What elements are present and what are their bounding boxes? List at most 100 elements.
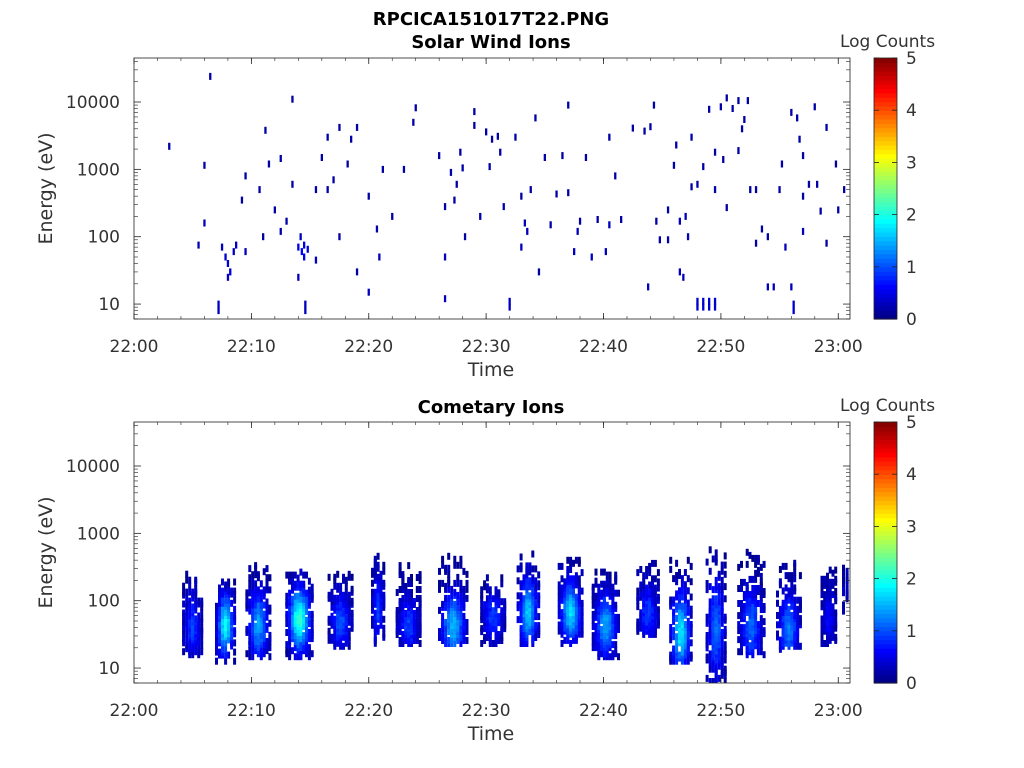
data-cell xyxy=(288,595,292,603)
data-cell xyxy=(185,588,189,596)
data-cell xyxy=(639,609,643,617)
data-cell xyxy=(333,594,337,602)
data-cell xyxy=(834,575,838,583)
data-cell xyxy=(705,632,709,639)
data-cell xyxy=(415,586,419,593)
data-cell xyxy=(371,615,374,623)
colorbar-step xyxy=(874,600,897,606)
data-cell xyxy=(580,627,584,635)
data-cell xyxy=(462,612,466,620)
data-cell xyxy=(233,657,237,665)
data-cell xyxy=(333,573,337,581)
data-cell xyxy=(502,203,505,211)
data-cell xyxy=(645,572,649,580)
data-cell xyxy=(485,607,489,615)
colorbar-step xyxy=(874,556,897,562)
data-cell xyxy=(519,613,523,621)
data-cell xyxy=(569,566,573,573)
data-cell xyxy=(614,601,618,609)
data-cell xyxy=(834,588,838,595)
data-cell xyxy=(672,627,676,635)
data-cell xyxy=(488,592,492,600)
data-cell xyxy=(823,581,827,589)
data-cell xyxy=(754,585,758,592)
data-cell xyxy=(188,618,192,626)
data-cell xyxy=(522,574,526,582)
data-cell xyxy=(639,590,643,598)
data-cell xyxy=(473,121,476,129)
colorbar-step xyxy=(874,232,897,237)
data-cell xyxy=(404,616,408,623)
data-cell xyxy=(371,588,374,596)
data-cell xyxy=(614,172,617,180)
x-axis-label: Time xyxy=(467,359,515,381)
data-cell xyxy=(299,568,303,576)
data-cell xyxy=(441,612,445,620)
colorbar-step xyxy=(874,84,897,90)
data-cell xyxy=(265,638,269,645)
data-cell xyxy=(299,589,303,597)
data-cell xyxy=(737,97,740,105)
data-cell xyxy=(462,585,466,593)
data-cell xyxy=(826,606,829,614)
data-cell xyxy=(842,570,845,578)
x-tick-label: 23:00 xyxy=(814,337,863,357)
data-cell xyxy=(455,180,458,188)
data-cell xyxy=(759,627,763,635)
data-cell xyxy=(401,610,405,617)
data-cell xyxy=(675,141,678,149)
data-cell xyxy=(686,633,690,641)
data-cell xyxy=(285,641,289,649)
data-cell xyxy=(407,562,411,570)
data-cell xyxy=(307,620,311,627)
data-cell xyxy=(793,575,797,583)
data-cell xyxy=(569,575,573,583)
data-cell xyxy=(793,642,797,650)
data-cell xyxy=(596,216,599,223)
colorbar-step xyxy=(874,245,897,250)
data-cell xyxy=(531,586,535,594)
data-cell xyxy=(254,586,258,594)
data-cell xyxy=(686,624,690,631)
data-cell xyxy=(714,576,718,584)
data-cell xyxy=(751,554,755,562)
data-cell xyxy=(528,562,532,570)
colorbar-step xyxy=(874,669,897,675)
data-cell xyxy=(197,241,200,249)
data-cell xyxy=(378,253,381,261)
x-tick-label: 22:50 xyxy=(696,337,745,357)
colorbar-step xyxy=(874,656,897,662)
data-cell xyxy=(648,615,652,623)
data-cell xyxy=(720,561,724,569)
data-cell xyxy=(227,587,231,595)
data-cell xyxy=(754,618,758,626)
data-cell xyxy=(293,598,297,606)
colorbar-step xyxy=(874,422,897,427)
colorbar-tick-label: 0 xyxy=(906,674,917,694)
data-cell xyxy=(826,572,829,580)
data-cell xyxy=(845,567,849,575)
data-cell xyxy=(265,580,269,588)
data-cell xyxy=(327,615,331,623)
data-cell xyxy=(600,626,604,633)
data-cell xyxy=(590,253,593,261)
data-cell xyxy=(778,578,782,586)
data-cell xyxy=(669,651,673,659)
data-cell xyxy=(310,583,314,591)
data-cell xyxy=(751,603,755,610)
data-cell xyxy=(787,605,791,613)
colorbar-step xyxy=(874,214,897,220)
data-cell xyxy=(200,624,204,632)
data-cell xyxy=(215,645,218,653)
data-cell xyxy=(790,602,794,610)
data-cell xyxy=(320,154,323,161)
data-cell xyxy=(200,642,204,650)
colorbar-step xyxy=(874,582,897,588)
data-cell xyxy=(787,587,791,595)
data-cell xyxy=(759,578,763,586)
data-cell xyxy=(608,577,612,585)
data-cell xyxy=(675,590,679,598)
data-cell xyxy=(203,219,206,227)
data-cell xyxy=(798,135,801,143)
data-cell xyxy=(787,596,791,604)
